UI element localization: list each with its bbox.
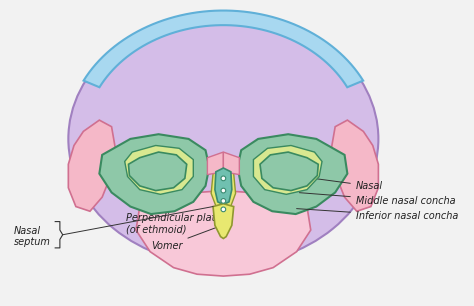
Polygon shape <box>215 168 232 205</box>
Text: Inferior nasal concha: Inferior nasal concha <box>297 209 458 221</box>
Polygon shape <box>68 120 115 211</box>
Circle shape <box>221 199 226 203</box>
Circle shape <box>221 176 226 181</box>
Polygon shape <box>136 191 311 276</box>
Text: Nasal: Nasal <box>302 177 383 191</box>
Polygon shape <box>331 120 378 211</box>
Polygon shape <box>223 152 239 175</box>
Text: Perpendicular plate
(of ethmoid): Perpendicular plate (of ethmoid) <box>126 191 228 234</box>
Text: Middle nasal concha: Middle nasal concha <box>300 193 456 206</box>
Polygon shape <box>128 152 187 191</box>
Polygon shape <box>83 10 363 87</box>
Circle shape <box>221 188 226 193</box>
Circle shape <box>221 207 226 212</box>
Ellipse shape <box>68 12 378 266</box>
Polygon shape <box>237 134 347 214</box>
Polygon shape <box>254 145 322 194</box>
Polygon shape <box>208 152 223 175</box>
Polygon shape <box>213 204 234 238</box>
Polygon shape <box>211 170 236 211</box>
Text: Nasal
septum: Nasal septum <box>14 226 51 248</box>
Polygon shape <box>125 145 193 194</box>
Polygon shape <box>100 134 210 214</box>
Polygon shape <box>260 152 318 191</box>
Text: Vomer: Vomer <box>151 224 225 251</box>
